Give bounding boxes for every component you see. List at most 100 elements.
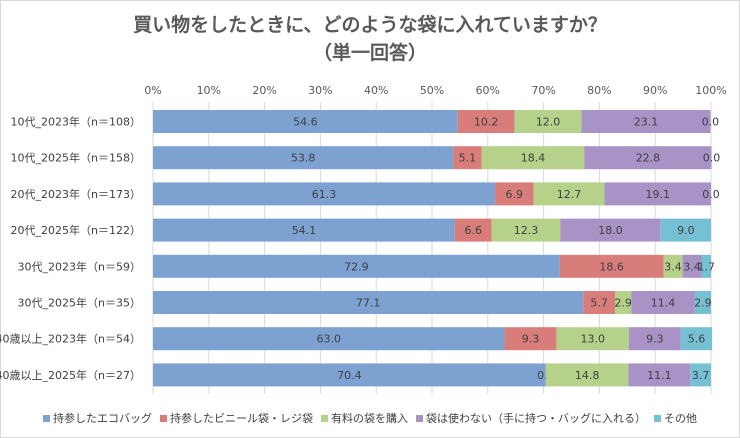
legend-swatch [654,414,661,422]
category-label: 20代_2023年（n＝173） [11,187,141,201]
category-label: 30代_2025年（n＝35） [18,296,141,310]
category-label: 10代_2025年（n＝158） [11,151,141,165]
data-label: 54.6 [293,116,318,129]
bar-segment [581,110,711,133]
data-label: 72.9 [344,260,369,273]
data-label: 13.0 [580,333,605,346]
bar-segment [491,218,561,242]
data-label: 6.9 [506,188,524,201]
bar-segment [457,110,515,133]
data-label: 6.6 [465,224,483,237]
legend-label: 袋は使わない（手に持つ・バッグに入れる） [426,412,646,425]
data-label: 0.0 [702,188,720,201]
bar-segment [560,218,661,242]
legend-item: その他 [654,410,697,426]
bar-segment [504,327,557,351]
legend-swatch [416,414,423,422]
data-label: 11.1 [647,369,672,382]
bar-segment [631,291,695,314]
data-label: 3.4 [683,260,701,273]
legend-item: 有料の袋を購入 [321,410,408,426]
bar-segment [628,327,681,351]
bar-segment [604,182,711,206]
bar-segment [514,110,582,133]
bar-segment [153,218,455,242]
data-label: 63.0 [317,333,342,346]
bar-segment [495,182,534,206]
x-tick-label: 0% [144,84,161,97]
data-label: 12.3 [514,224,539,237]
bar-segment [153,182,496,206]
legend: 持参したエコバッグ 持参したビニール袋・レジ袋 有料の袋を購入 袋は使わない（手に持つ… [0,410,740,426]
legend-item: 袋は使わない（手に持つ・バッグに入れる） [416,410,646,426]
data-label: 77.1 [356,297,381,310]
data-label: 14.8 [575,369,600,382]
x-tick-label: 70% [531,84,555,97]
data-label: 2.9 [694,297,712,310]
bar-segment [663,254,683,278]
data-label: 61.3 [312,188,337,201]
data-label: 5.1 [459,152,477,165]
x-tick-label: 60% [476,84,500,97]
legend-label: 持参したビニール袋・レジ袋 [170,412,313,425]
data-label: 5.6 [688,333,706,346]
data-label: 12.0 [536,116,561,129]
bar-segment [556,327,629,351]
category-label: 30代_2023年（n＝59） [18,259,141,273]
x-tick-label: 30% [308,84,332,97]
data-label: 3.4 [664,260,682,273]
legend-label: その他 [664,412,697,425]
data-label: 9.3 [522,333,540,346]
data-label: 9.0 [677,224,695,237]
legend-label: 持参したエコバッグ [53,412,152,425]
bar-segment [584,146,712,170]
x-tick-label: 50% [420,84,444,97]
data-label: 23.1 [634,116,659,129]
bar-segment [153,110,458,133]
x-tick-label: 100% [695,84,726,97]
data-label: 53.8 [291,152,316,165]
legend-swatch [43,414,50,422]
legend-label: 有料の袋を購入 [331,412,408,425]
data-label: 11.4 [651,297,676,310]
data-label: 70.4 [337,369,362,382]
bar-segment [481,146,585,170]
x-tick-label: 20% [252,84,276,97]
bar-segment [533,182,605,206]
bar-segment [615,291,632,314]
chart-title: 買い物をしたときに、どのような袋に入れていますか？ [133,14,607,36]
data-label: 0.0 [702,116,720,129]
bar-segment [690,363,711,387]
bar-segment [701,254,711,278]
bar-segment [153,254,560,278]
data-label: 2.9 [614,297,632,310]
data-label: 22.8 [636,152,661,165]
category-label: 10代_2023年（n＝108） [11,115,141,129]
data-label: 18.0 [598,224,623,237]
x-tick-label: 80% [587,84,611,97]
bar-segment [153,327,505,351]
data-label: 9.3 [646,333,664,346]
legend-item: 持参したエコバッグ [43,410,152,426]
legend-item: 持参したビニール袋・レジ袋 [160,410,313,426]
x-tick-label: 90% [643,84,667,97]
bar-segment [628,363,691,387]
bar-segment [660,218,711,242]
data-label: 5.7 [590,297,608,310]
data-label: 3.7 [692,369,710,382]
data-label: 19.1 [645,188,670,201]
bar-segment [559,254,664,278]
legend-swatch [321,414,328,422]
category-label: 20代_2025年（n＝122） [11,223,141,237]
data-label: 12.7 [557,188,582,201]
bar-segment [153,363,546,387]
legend-swatch [160,414,167,422]
data-label: 1.7 [698,260,716,273]
category-label: 40歳以上_2025年（n＝27） [0,368,141,382]
bar-segment [694,291,711,314]
data-label: 18.6 [599,260,624,273]
x-tick-label: 40% [364,84,388,97]
data-label: 18.4 [521,152,546,165]
bar-segment [680,327,713,351]
